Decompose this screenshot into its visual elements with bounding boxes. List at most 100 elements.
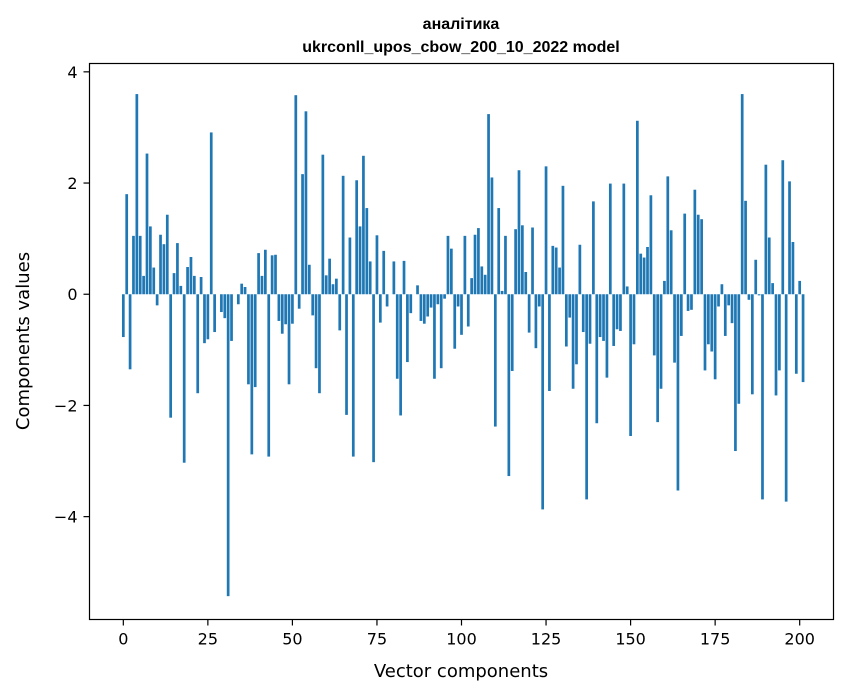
bar-93: [436, 294, 440, 305]
bar-21: [192, 275, 196, 295]
bar-144: [608, 183, 612, 295]
bar-34: [236, 294, 240, 305]
bar-117: [517, 170, 521, 295]
bar-45: [274, 254, 277, 295]
bar-199: [794, 294, 798, 374]
bar-67: [348, 237, 352, 295]
bar-77: [382, 250, 386, 295]
bar-65: [341, 175, 345, 295]
bar-105: [477, 228, 480, 295]
y-tick-label: −4: [54, 508, 78, 527]
bar-141: [598, 294, 602, 338]
bar-75: [375, 235, 379, 295]
bar-191: [767, 237, 771, 295]
bar-30: [223, 294, 227, 319]
bar-190: [764, 164, 768, 295]
bar-112: [500, 290, 504, 295]
bar-23: [199, 277, 203, 295]
bar-161: [666, 176, 670, 295]
y-axis-label: Components values: [13, 252, 34, 430]
bar-125: [544, 166, 548, 295]
bar-38: [250, 294, 254, 455]
bar-173: [707, 294, 710, 345]
bar-91: [429, 294, 433, 308]
bar-103: [470, 278, 473, 295]
bar-110: [493, 294, 497, 427]
bar-61: [328, 258, 331, 295]
x-tick-label: 175: [700, 630, 731, 649]
bar-60: [324, 275, 328, 295]
bar-64: [338, 294, 342, 331]
bar-63: [335, 278, 338, 295]
bar-121: [531, 227, 534, 295]
bar-162: [669, 230, 673, 295]
bar-20: [189, 256, 193, 295]
bar-76: [378, 294, 382, 323]
x-tick-label: 200: [784, 630, 815, 649]
bar-49: [287, 294, 291, 385]
bar-12: [162, 244, 166, 295]
bar-53: [301, 174, 304, 295]
bar-56: [311, 294, 315, 316]
bar-47: [280, 294, 284, 334]
bar-89: [422, 294, 426, 324]
bar-106: [480, 266, 484, 295]
bar-35: [240, 283, 244, 295]
bar-71: [362, 155, 365, 295]
chart-title: аналітика: [423, 16, 500, 33]
bar-179: [727, 294, 731, 306]
bar-69: [355, 180, 359, 295]
bar-186: [750, 294, 754, 395]
bar-36: [243, 287, 247, 295]
bar-122: [534, 294, 538, 349]
bar-128: [554, 247, 558, 295]
bar-54: [304, 111, 308, 295]
bar-152: [636, 120, 639, 295]
bar-72: [365, 208, 369, 295]
bar-50: [291, 294, 294, 324]
bar-142: [602, 294, 605, 341]
chart-subtitle: ukrconll_upos_cbow_200_10_2022 model: [302, 39, 619, 56]
bar-133: [571, 294, 575, 389]
bar-85: [409, 294, 413, 314]
bar-135: [578, 244, 582, 295]
bar-94: [439, 294, 443, 369]
bar-62: [331, 284, 335, 295]
bar-2: [128, 294, 132, 370]
bar-194: [778, 294, 781, 371]
bar-114: [507, 294, 511, 477]
bar-1: [125, 194, 129, 295]
bar-19: [186, 267, 189, 295]
bar-138: [588, 294, 592, 344]
bar-180: [730, 294, 734, 324]
x-tick-label: 50: [282, 630, 302, 649]
bar-96: [446, 235, 450, 295]
bar-44: [270, 255, 274, 295]
bar-95: [443, 294, 446, 299]
bar-58: [318, 294, 321, 394]
bar-55: [307, 264, 311, 295]
bar-99: [456, 294, 460, 307]
bar-177: [720, 284, 724, 295]
bar-196: [784, 294, 788, 502]
x-tick-label: 150: [615, 630, 646, 649]
bar-100: [460, 294, 463, 335]
bar-153: [639, 253, 643, 295]
bar-156: [649, 195, 653, 295]
bar-189: [761, 294, 764, 500]
bar-82: [399, 294, 402, 416]
bar-113: [504, 235, 507, 295]
bar-187: [754, 259, 758, 295]
bar-37: [247, 294, 250, 385]
bar-59: [321, 154, 325, 295]
bar-123: [537, 294, 541, 307]
bar-78: [385, 294, 389, 307]
y-tick-label: 0: [67, 285, 77, 304]
bar-102: [466, 294, 470, 327]
bar-165: [679, 294, 683, 336]
bars-group: [121, 94, 805, 597]
bar-188: [757, 294, 761, 296]
bar-39: [253, 294, 257, 388]
bar-197: [788, 181, 791, 295]
bar-137: [585, 294, 588, 500]
